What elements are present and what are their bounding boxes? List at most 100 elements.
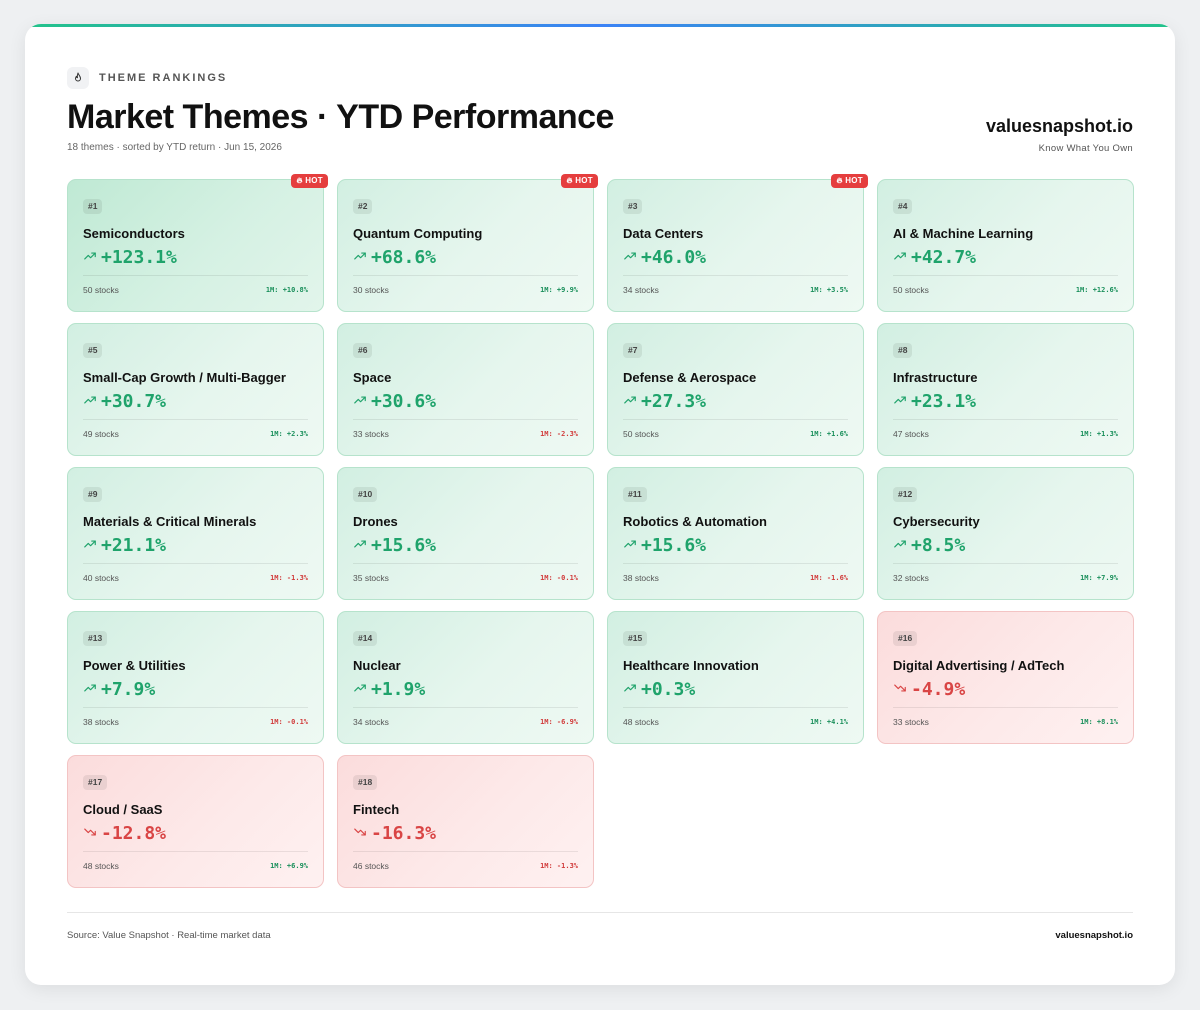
theme-name: Semiconductors: [83, 226, 185, 241]
ytd-return: +0.3%: [623, 679, 848, 700]
trend-up-icon: [623, 249, 637, 267]
ytd-value: -16.3%: [371, 823, 437, 844]
theme-card[interactable]: #12 Cybersecurity +8.5% 32 stocks 1M: +7.9%: [877, 467, 1134, 600]
theme-name: Digital Advertising / AdTech: [893, 658, 1065, 673]
theme-card[interactable]: #16 Digital Advertising / AdTech -4.9% 33 s…: [877, 611, 1134, 744]
one-month-return: 1M: +6.9%: [270, 862, 308, 870]
rank-badge: #10: [353, 487, 378, 502]
rank-badge: #2: [353, 199, 373, 214]
ytd-return: +123.1%: [83, 247, 308, 268]
card-footer: 33 stocks 1M: +8.1%: [893, 717, 1118, 727]
rank-badge: #9: [83, 487, 103, 502]
stock-count: 32 stocks: [893, 573, 929, 583]
one-month-return: 1M: -0.1%: [270, 718, 308, 726]
theme-name: Nuclear: [353, 658, 401, 673]
card-footer: 48 stocks 1M: +6.9%: [83, 861, 308, 871]
one-month-return: 1M: +3.5%: [810, 286, 848, 294]
theme-card[interactable]: 🔥︎ HOT #1 Semiconductors +123.1% 50 stocks 1M…: [67, 174, 328, 312]
theme-card[interactable]: #7 Defense & Aerospace +27.3% 50 stocks 1M: …: [607, 323, 864, 456]
theme-grid: 🔥︎ HOT #1 Semiconductors +123.1% 50 stocks 1M…: [67, 174, 1134, 888]
rank-badge: #14: [353, 631, 378, 646]
one-month-return: 1M: +7.9%: [1080, 574, 1118, 582]
trend-up-icon: [893, 393, 907, 411]
hot-badge-label: HOT: [575, 176, 593, 185]
card-divider: [623, 419, 848, 420]
theme-card[interactable]: #15 Healthcare Innovation +0.3% 48 stocks 1M…: [607, 611, 864, 744]
card-divider: [623, 707, 848, 708]
theme-name: Drones: [353, 514, 398, 529]
one-month-return: 1M: -1.3%: [540, 862, 578, 870]
theme-card[interactable]: #6 Space +30.6% 33 stocks 1M: -2.3%: [337, 323, 594, 456]
trend-up-icon: [623, 537, 637, 555]
stock-count: 33 stocks: [353, 429, 389, 439]
one-month-return: 1M: +10.8%: [265, 286, 308, 294]
trend-up-icon: [893, 537, 907, 555]
theme-card[interactable]: #17 Cloud / SaaS -12.8% 48 stocks 1M: +6.9%: [67, 755, 324, 888]
trend-down-icon: [893, 681, 907, 699]
theme-card[interactable]: 🔥︎ HOT #2 Quantum Computing +68.6% 30 stocks…: [337, 174, 598, 312]
rank-badge: #13: [83, 631, 108, 646]
footer-brand[interactable]: valuesnapshot.io: [1055, 930, 1133, 941]
rank-badge: #8: [893, 343, 913, 358]
stock-count: 47 stocks: [893, 429, 929, 439]
one-month-return: 1M: +1.3%: [1080, 430, 1118, 438]
rank-badge: #12: [893, 487, 918, 502]
card-footer: 48 stocks 1M: +4.1%: [623, 717, 848, 727]
card-divider: [623, 275, 848, 276]
ytd-value: +30.7%: [101, 391, 167, 412]
card-divider: [893, 419, 1118, 420]
trend-down-icon: [83, 825, 97, 843]
footer-source: Source: Value Snapshot · Real-time marke…: [67, 930, 271, 941]
theme-name: Cybersecurity: [893, 514, 980, 529]
card-divider: [353, 563, 578, 564]
ytd-return: +30.7%: [83, 391, 308, 412]
eyebrow-label: THEME RANKINGS: [99, 72, 228, 84]
card-footer: 50 stocks 1M: +1.6%: [623, 429, 848, 439]
theme-card[interactable]: #8 Infrastructure +23.1% 47 stocks 1M: +1.3%: [877, 323, 1134, 456]
theme-card[interactable]: #10 Drones +15.6% 35 stocks 1M: -0.1%: [337, 467, 594, 600]
card-divider: [353, 707, 578, 708]
card-divider: [83, 275, 308, 276]
card-divider: [83, 851, 308, 852]
card-footer: 50 stocks 1M: +12.6%: [893, 285, 1118, 295]
card-divider: [353, 851, 578, 852]
stock-count: 38 stocks: [83, 717, 119, 727]
rank-badge: #6: [353, 343, 373, 358]
stock-count: 50 stocks: [83, 285, 119, 295]
hot-badge: 🔥︎ HOT: [831, 174, 868, 188]
card-footer: 49 stocks 1M: +2.3%: [83, 429, 308, 439]
card-footer: 33 stocks 1M: -2.3%: [353, 429, 578, 439]
card-footer: 38 stocks 1M: -0.1%: [83, 717, 308, 727]
rank-badge: #1: [83, 199, 103, 214]
theme-card[interactable]: #4 AI & Machine Learning +42.7% 50 stocks 1M…: [877, 179, 1134, 312]
top-accent-bar: [25, 24, 1175, 27]
trend-up-icon: [83, 249, 97, 267]
flame-icon: 🔥︎: [296, 176, 303, 185]
theme-card[interactable]: 🔥︎ HOT #3 Data Centers +46.0% 34 stocks 1M: +…: [607, 174, 868, 312]
ytd-value: -4.9%: [911, 679, 966, 700]
ytd-value: +123.1%: [101, 247, 177, 268]
theme-card[interactable]: #9 Materials & Critical Minerals +21.1% 40 …: [67, 467, 324, 600]
ytd-return: +42.7%: [893, 247, 1118, 268]
card-footer: 38 stocks 1M: -1.6%: [623, 573, 848, 583]
trend-up-icon: [893, 249, 907, 267]
one-month-return: 1M: -1.6%: [810, 574, 848, 582]
card-footer: 40 stocks 1M: -1.3%: [83, 573, 308, 583]
brand-name[interactable]: valuesnapshot.io: [985, 116, 1133, 136]
theme-card[interactable]: #11 Robotics & Automation +15.6% 38 stocks 1…: [607, 467, 864, 600]
flame-icon: 🔥︎: [836, 176, 843, 185]
one-month-return: 1M: +12.6%: [1075, 286, 1118, 294]
theme-card[interactable]: #14 Nuclear +1.9% 34 stocks 1M: -6.9%: [337, 611, 594, 744]
theme-card[interactable]: #5 Small-Cap Growth / Multi-Bagger +30.7% 4…: [67, 323, 324, 456]
one-month-return: 1M: -1.3%: [270, 574, 308, 582]
ytd-return: +46.0%: [623, 247, 848, 268]
card-divider: [893, 563, 1118, 564]
theme-card[interactable]: #18 Fintech -16.3% 46 stocks 1M: -1.3%: [337, 755, 594, 888]
theme-card[interactable]: #13 Power & Utilities +7.9% 38 stocks 1M: -0…: [67, 611, 324, 744]
ytd-value: +46.0%: [641, 247, 707, 268]
trend-up-icon: [353, 249, 367, 267]
one-month-return: 1M: +4.1%: [810, 718, 848, 726]
rank-badge: #16: [893, 631, 918, 646]
ytd-return: +30.6%: [353, 391, 578, 412]
ytd-return: +1.9%: [353, 679, 578, 700]
